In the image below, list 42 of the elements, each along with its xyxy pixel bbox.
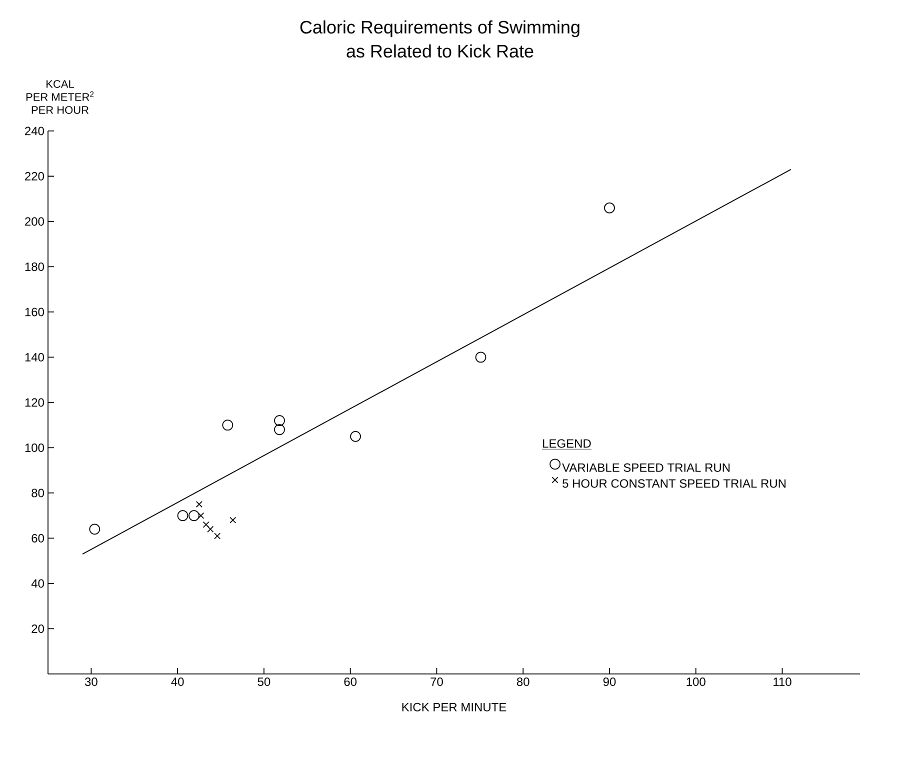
x-tick-label: 40 <box>171 678 184 686</box>
point <box>214 532 221 540</box>
point <box>207 526 214 532</box>
x-tick-label: 50 <box>258 678 270 686</box>
point <box>230 516 236 524</box>
y-tick-label: 20 <box>32 624 44 633</box>
x-tick-label: 30 <box>84 678 98 686</box>
point <box>188 510 200 522</box>
x-tick-label: 100 <box>686 678 706 686</box>
x-tick-label: 60 <box>344 678 357 686</box>
point <box>89 524 100 535</box>
point <box>274 424 285 436</box>
x-axis-title: KICK PER MINUTE <box>402 702 506 712</box>
y-tick-label: 140 <box>25 352 44 362</box>
y-tick-label: 60 <box>32 534 44 542</box>
point <box>198 512 204 519</box>
y-tick-label: 80 <box>32 488 44 498</box>
y-tick-label: 160 <box>25 308 44 316</box>
legend-label: 5 HOUR CONSTANT SPEED TRIAL RUN <box>562 479 786 488</box>
x-tick-label: 90 <box>603 678 616 686</box>
point <box>196 501 202 508</box>
point <box>222 420 234 431</box>
y-tick-label: 220 <box>25 172 44 180</box>
y-tick-label: 40 <box>31 579 44 588</box>
point <box>604 202 615 214</box>
legend-label: VARIABLE SPEED TRIAL RUN <box>562 463 730 472</box>
x-tick-label: 70 <box>430 678 443 686</box>
point <box>475 352 486 363</box>
point <box>177 510 188 522</box>
point <box>274 415 285 426</box>
y-tick-label: 100 <box>25 443 44 452</box>
y-tick-label: 200 <box>25 217 44 226</box>
legend-title: LEGEND <box>543 439 591 448</box>
point <box>202 521 210 528</box>
chart-title: Caloric Requirements of Swimming as Related to Kick Rate <box>300 20 580 58</box>
y-tick-label: 240 <box>25 126 44 136</box>
y-tick-label: 180 <box>25 262 44 271</box>
x-tick-label: 110 <box>774 678 792 686</box>
point <box>350 430 361 442</box>
y-tick-label: 120 <box>25 398 44 407</box>
text: KCAL PER METER$^{2}$ PER HOUR <box>26 80 94 114</box>
x-tick-label: 80 <box>516 678 530 686</box>
